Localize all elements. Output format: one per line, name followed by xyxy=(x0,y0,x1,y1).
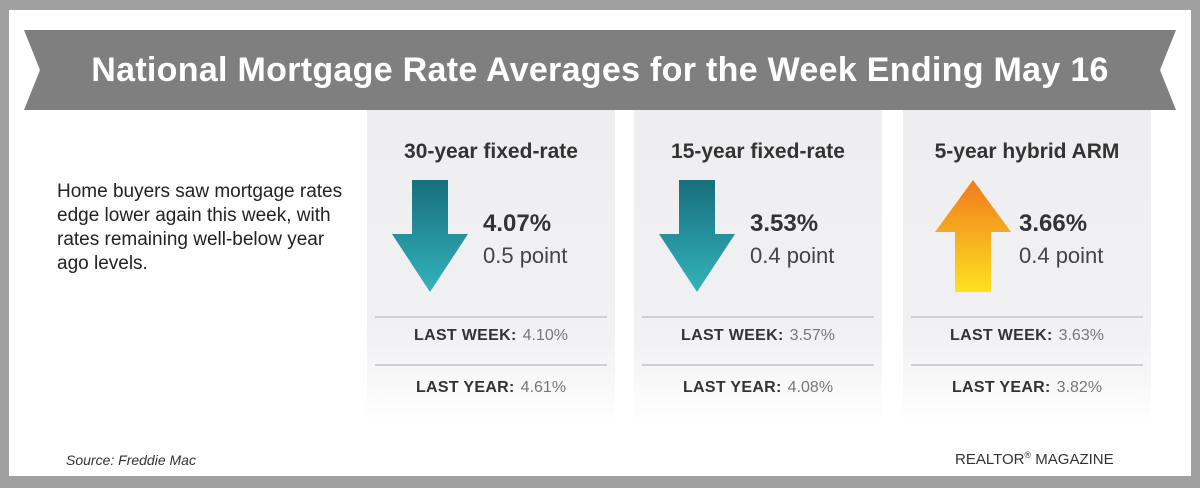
divider xyxy=(911,316,1143,318)
last-year-label: LAST YEAR: xyxy=(682,379,782,396)
last-year-value: 3.82% xyxy=(1056,379,1103,396)
rate-change: 0.5 point xyxy=(483,243,568,268)
rate-panel-5-year-arm: 5-year hybrid ARM 3.66% 0.4 point LAST W… xyxy=(903,110,1151,428)
rate-change: 0.4 point xyxy=(750,243,835,268)
brand-suffix: MAGAZINE xyxy=(1031,451,1114,468)
last-year-label: LAST YEAR: xyxy=(415,379,515,396)
last-year-row: LAST YEAR: 4.08% xyxy=(634,379,882,397)
last-year-value: 4.08% xyxy=(787,379,834,396)
last-year-label: LAST YEAR: xyxy=(951,379,1051,396)
last-week-value: 3.57% xyxy=(789,327,835,344)
registered-mark: ® xyxy=(1024,450,1032,460)
divider xyxy=(911,364,1143,366)
last-week-label: LAST WEEK: xyxy=(414,327,517,344)
last-week-row: LAST WEEK: 3.63% xyxy=(903,327,1151,345)
down-arrow-icon xyxy=(659,180,735,292)
rate-panel-30-year: 30-year fixed-rate 4.07% 0.5 point LAST … xyxy=(367,110,615,428)
current-rate: 4.07% xyxy=(483,210,552,237)
panel-title: 5-year hybrid ARM xyxy=(934,140,1120,163)
banner-ribbon-shape xyxy=(24,30,1176,110)
last-week-label: LAST WEEK: xyxy=(950,327,1053,344)
down-arrow-icon xyxy=(392,180,468,292)
page-title: National Mortgage Rate Averages for the … xyxy=(91,51,1109,89)
last-week-value: 4.10% xyxy=(522,327,568,344)
last-year-row: LAST YEAR: 4.61% xyxy=(367,379,615,397)
brand-name: REALTOR xyxy=(955,451,1025,468)
last-year-value: 4.61% xyxy=(520,379,567,396)
divider xyxy=(642,316,874,318)
last-week-row: LAST WEEK: 4.10% xyxy=(367,327,615,345)
rate-panel-15-year: 15-year fixed-rate 3.53% 0.4 point LAST … xyxy=(634,110,882,428)
title-banner: National Mortgage Rate Averages for the … xyxy=(0,0,1200,110)
divider xyxy=(375,364,607,366)
source-note: Source: Freddie Mac xyxy=(66,452,196,468)
last-week-value: 3.63% xyxy=(1058,327,1104,344)
panel-title: 30-year fixed-rate xyxy=(404,140,578,163)
last-week-row: LAST WEEK: 3.57% xyxy=(634,327,882,345)
last-year-row: LAST YEAR: 3.82% xyxy=(903,379,1151,397)
publisher-brand: REALTOR® MAGAZINE xyxy=(955,450,1114,468)
panel-title: 15-year fixed-rate xyxy=(671,140,845,163)
current-rate: 3.66% xyxy=(1019,210,1088,237)
divider xyxy=(375,316,607,318)
rate-change: 0.4 point xyxy=(1019,243,1104,268)
up-arrow-icon xyxy=(935,180,1011,292)
divider xyxy=(642,364,874,366)
current-rate: 3.53% xyxy=(750,210,819,237)
last-week-label: LAST WEEK: xyxy=(681,327,784,344)
intro-text: Home buyers saw mortgage rates edge lowe… xyxy=(57,181,343,274)
